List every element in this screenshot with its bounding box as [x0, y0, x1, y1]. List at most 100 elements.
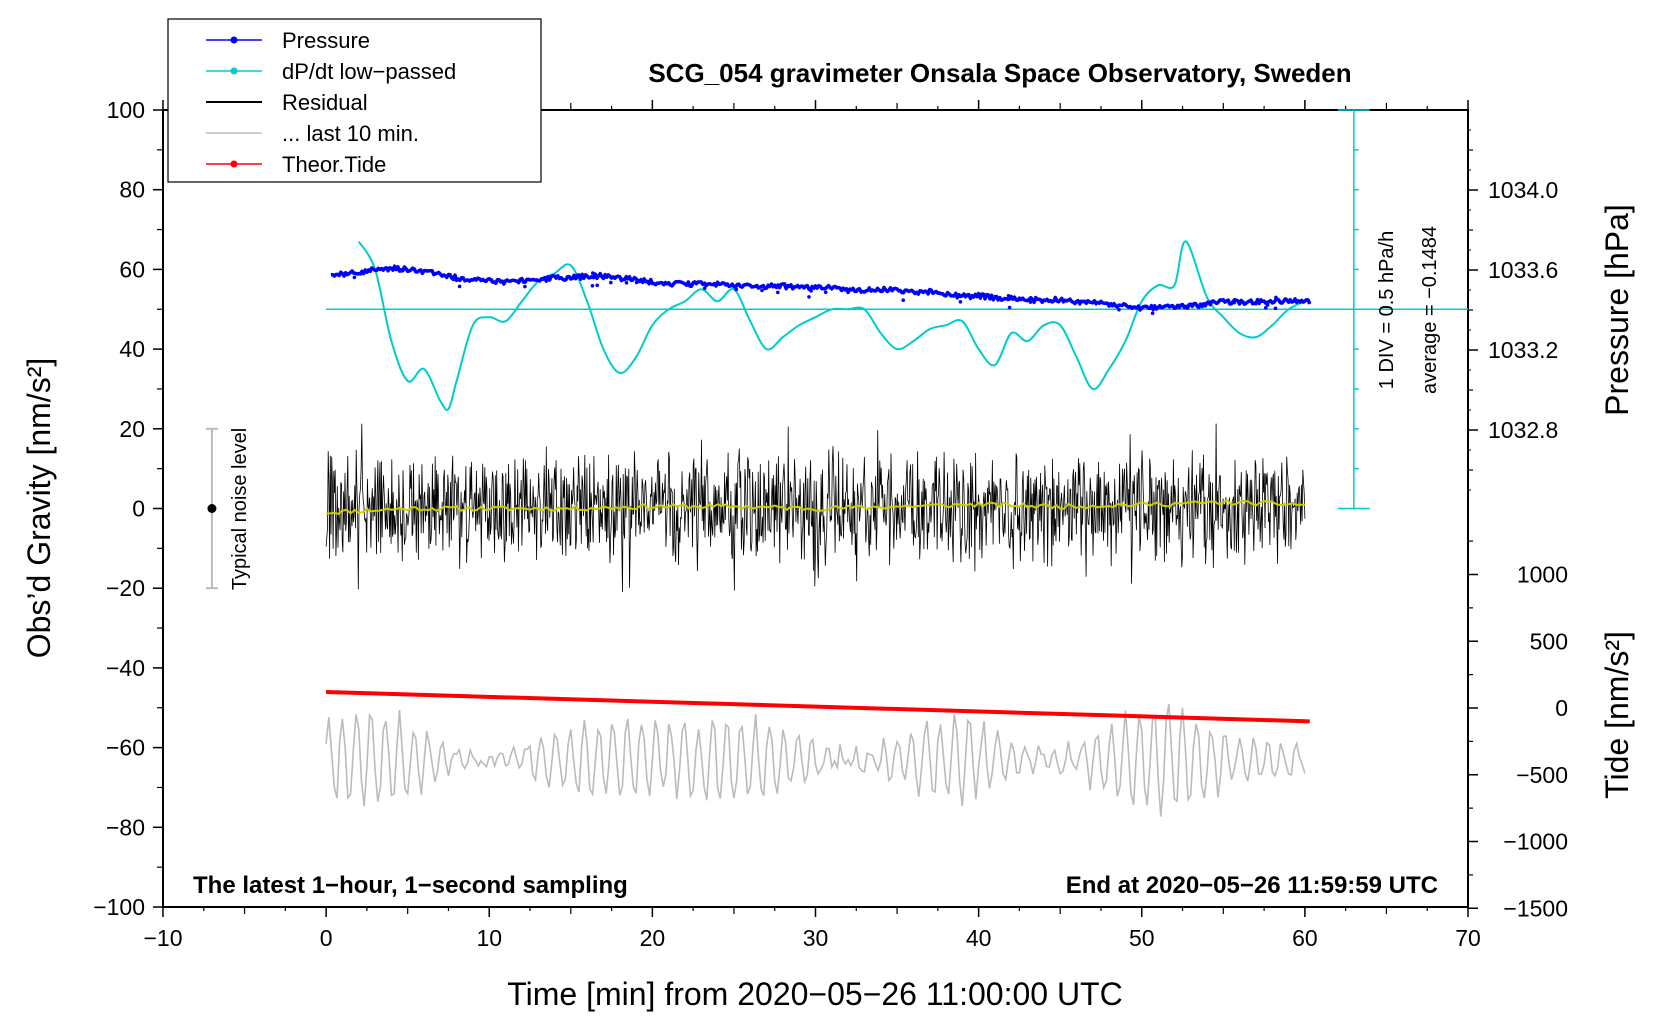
legend-label: Residual — [282, 90, 368, 115]
pressure-point — [1232, 300, 1236, 305]
pressure-point — [634, 280, 639, 285]
pressure-point — [1082, 299, 1087, 304]
pressure-point — [958, 300, 963, 304]
noise-bar — [205, 427, 218, 590]
pressure-axis-title: Pressure [hPa] — [1599, 204, 1635, 416]
x-axis-title: Time [min] from 2020−05−26 11:00:00 UTC — [507, 976, 1122, 1012]
pressure-point — [1007, 305, 1012, 310]
legend-marker — [230, 160, 238, 168]
pressure-point — [807, 295, 811, 299]
pressure-point — [809, 289, 813, 293]
pressure-tick-label: 1034.0 — [1488, 177, 1558, 203]
y-tick-label: −100 — [93, 894, 145, 920]
tide-tick-label: −1500 — [1503, 895, 1568, 921]
pressure-point — [609, 280, 613, 285]
pressure-point — [457, 284, 462, 289]
pressure-line — [330, 264, 1312, 312]
y-tick-labels: 100 80 60 40 20 0 −20 −40 −60 −80 −100 — [93, 97, 145, 920]
pressure-point — [1117, 307, 1121, 312]
dpdt-layer — [357, 240, 1306, 411]
pressure-tick-labels: 1034.0 1033.6 1033.2 1032.8 — [1488, 177, 1558, 443]
pressure-point — [590, 284, 595, 288]
pressure-point — [379, 267, 384, 271]
y-tick-label: 20 — [119, 416, 145, 442]
pressure-tick-label: 1032.8 — [1488, 417, 1558, 443]
y-tick-label: 80 — [119, 177, 145, 203]
pressure-point — [823, 290, 828, 295]
pressure-point — [440, 274, 445, 278]
pressure-tick-label: 1033.2 — [1488, 337, 1558, 363]
tide-tick-label: 500 — [1530, 628, 1568, 654]
legend-box — [167, 18, 542, 183]
x-tick-label: 10 — [476, 925, 502, 951]
x-tick-label: 40 — [966, 925, 992, 951]
x-tick-label: 60 — [1292, 925, 1318, 951]
pressure-point — [526, 277, 530, 282]
x-tick-label: 20 — [640, 925, 666, 951]
pressure-point — [591, 271, 595, 275]
legend-marker — [230, 67, 238, 75]
y-tick-label: −60 — [106, 735, 145, 761]
tide-tick-label: 0 — [1555, 695, 1568, 721]
x-tick-label: −10 — [143, 925, 182, 951]
pressure-point — [787, 284, 791, 289]
pressure-point — [1150, 311, 1155, 316]
pressure-point — [776, 290, 780, 295]
y-tick-label: 100 — [107, 97, 145, 123]
pressure-point — [625, 277, 630, 281]
y-tick-label: 60 — [119, 256, 145, 282]
legend-label: Pressure — [282, 28, 370, 53]
smoothed-residual-line — [326, 499, 1305, 515]
tide-tick-labels: 1000 500 0 −500 −1000 −1500 — [1503, 562, 1568, 922]
pressure-point — [1274, 295, 1278, 300]
pressure-point — [1028, 300, 1033, 304]
tide-axis-title: Tide [nm/s²] — [1599, 631, 1635, 799]
tide-layer — [326, 689, 1310, 724]
tide-tick-label: −500 — [1516, 762, 1568, 788]
y-axis-title-left: Obs’d Gravity [nm/s²] — [21, 358, 57, 659]
pressure-point — [1006, 294, 1011, 298]
noise-bar-center — [207, 504, 217, 513]
noise-label: Typical noise level — [229, 428, 251, 590]
pressure-layer — [330, 264, 1312, 316]
legend-label: ... last 10 min. — [282, 121, 419, 146]
pressure-point — [398, 268, 403, 272]
pressure-point — [1265, 303, 1270, 307]
x-tick-label: 0 — [320, 925, 333, 951]
pressure-point — [760, 288, 764, 293]
pressure-point — [1302, 299, 1306, 304]
dpdt-line — [357, 240, 1306, 411]
end-note: End at 2020−05−26 11:59:59 UTC — [1066, 872, 1438, 899]
chart-title: SCG_054 gravimeter Onsala Space Observat… — [648, 58, 1351, 88]
residual-line — [325, 423, 1306, 593]
x-tick-labels: −10 0 10 20 30 40 50 60 70 — [143, 925, 1480, 951]
pressure-point — [1273, 306, 1278, 311]
last-10-min-line — [325, 703, 1306, 817]
x-tick-label: 50 — [1129, 925, 1155, 951]
pressure-point — [595, 283, 599, 288]
pressure-point — [734, 287, 739, 292]
y-tick-label: −40 — [106, 655, 145, 681]
pressure-point — [1031, 298, 1035, 303]
pressure-tick-label: 1033.6 — [1488, 257, 1558, 283]
legend: Pressure dP/dt low−passed Residual ... last… — [167, 18, 542, 183]
y-tick-label: −80 — [106, 814, 145, 840]
y-tick-label: −20 — [106, 575, 145, 601]
div-scale — [1337, 109, 1370, 510]
legend-label: Theor.Tide — [282, 152, 386, 177]
last-10-min-layer — [325, 703, 1306, 817]
y-tick-label: 0 — [132, 496, 145, 522]
y-tick-label: 40 — [119, 336, 145, 362]
pressure-point — [624, 281, 629, 285]
residual-layer — [325, 423, 1306, 593]
pressure-point — [352, 275, 357, 280]
legend-marker — [230, 36, 238, 44]
latest-note: The latest 1−hour, 1−second sampling — [193, 872, 628, 899]
tide-line — [326, 689, 1310, 724]
pressure-point — [702, 286, 707, 291]
legend-items: Pressure dP/dt low−passed Residual ... last… — [206, 28, 456, 177]
legend-label: dP/dt low−passed — [282, 59, 456, 84]
pressure-point — [1018, 297, 1023, 302]
x-tick-label: 70 — [1455, 925, 1481, 951]
